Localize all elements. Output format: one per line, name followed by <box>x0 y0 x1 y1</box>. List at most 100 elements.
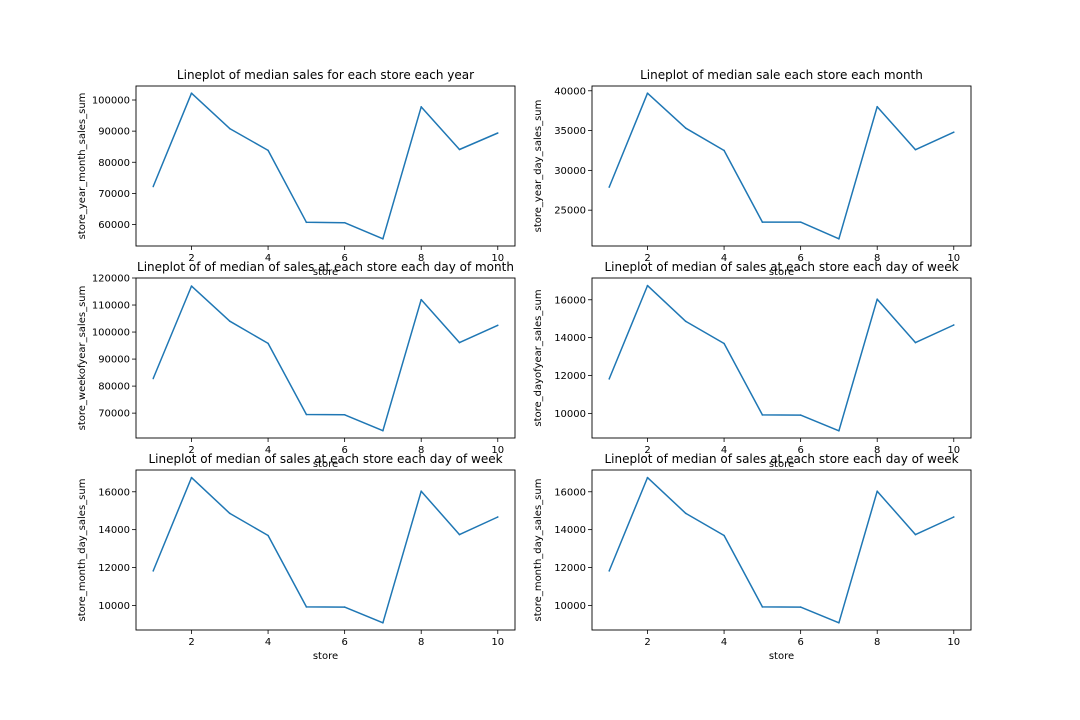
data-point <box>761 414 764 416</box>
x-tick-label: 6 <box>797 445 803 456</box>
y-tick-label: 100000 <box>92 328 130 339</box>
subplot-title: Lineplot of of median of sales at each s… <box>137 260 514 274</box>
axes-frame <box>591 85 972 247</box>
subplot-sales-per-day-of-week-c: 2 4 6 8 10 10000 12000 14000 16000 Lineplot of me… <box>533 452 972 662</box>
y-tick-label: 60000 <box>98 220 130 231</box>
data-point <box>496 324 499 327</box>
axes-frame <box>135 469 516 631</box>
subplot-sales-per-month: 2 4 6 8 10 25000 30000 35000 40000 Lineplot of me… <box>533 68 972 278</box>
x-tick-label: 8 <box>874 445 880 456</box>
data-point <box>343 221 346 224</box>
x-tick-label: 8 <box>418 637 424 648</box>
y-axis-label: store_dayofyear_sales_sum <box>533 289 544 426</box>
y-axis-label: store_month_day_sales_sum <box>533 479 544 622</box>
data-point <box>152 185 155 188</box>
data-point <box>646 92 649 94</box>
x-axis-label: store <box>769 459 794 470</box>
y-tick-label: 25000 <box>554 206 586 217</box>
data-point <box>876 298 879 301</box>
data-point <box>267 342 269 345</box>
data-point <box>458 148 461 151</box>
data-point <box>382 622 384 624</box>
x-tick-label: 2 <box>644 445 650 456</box>
series-line <box>152 285 499 432</box>
data-point <box>838 430 840 432</box>
data-point <box>684 512 687 515</box>
y-tick-label: 14000 <box>554 525 586 536</box>
data-point <box>458 533 461 536</box>
subplot-title: Lineplot of median sale each store each … <box>640 68 923 82</box>
x-tick-label: 4 <box>721 253 727 264</box>
x-tick-label: 4 <box>721 637 727 648</box>
data-point <box>267 534 269 537</box>
y-tick-label: 12000 <box>98 563 130 574</box>
data-point <box>228 320 231 323</box>
data-point <box>305 413 308 416</box>
data-point <box>608 570 611 572</box>
subplot-title: Lineplot of median sales for each store … <box>177 68 474 82</box>
x-axis-label: store <box>313 267 338 278</box>
y-tick-label: 120000 <box>92 274 130 285</box>
series-line <box>608 92 955 240</box>
data-point <box>914 148 917 151</box>
y-axis-label: store_year_day_sales_sum <box>533 100 544 233</box>
data-point <box>761 221 764 223</box>
y-tick-label: 30000 <box>554 166 586 177</box>
data-point <box>343 413 346 416</box>
data-point <box>228 512 231 515</box>
x-tick-label: 4 <box>265 253 271 264</box>
data-point <box>190 285 193 287</box>
data-point <box>952 131 955 133</box>
series-line <box>608 476 955 624</box>
data-point <box>952 324 955 326</box>
x-tick-label: 4 <box>721 445 727 456</box>
y-tick-label: 12000 <box>554 371 586 382</box>
x-axis-label: store <box>313 459 338 470</box>
y-tick-label: 80000 <box>98 382 130 393</box>
y-tick-label: 10000 <box>98 601 130 612</box>
x-tick-label: 6 <box>797 253 803 264</box>
x-tick-label: 2 <box>644 253 650 264</box>
data-point <box>646 476 649 479</box>
data-point <box>305 221 308 224</box>
y-tick-label: 100000 <box>92 96 130 107</box>
data-point <box>799 221 802 223</box>
y-tick-label: 110000 <box>92 301 130 312</box>
data-point <box>458 341 461 344</box>
data-point <box>152 377 155 380</box>
y-tick-label: 10000 <box>554 409 586 420</box>
data-point <box>876 490 879 493</box>
data-point <box>420 490 423 493</box>
data-point <box>496 132 499 134</box>
data-point <box>382 238 384 240</box>
data-point <box>761 606 764 608</box>
x-tick-label: 10 <box>947 253 960 264</box>
data-point <box>723 534 725 537</box>
subplot-title: Lineplot of median of sales at each stor… <box>604 452 958 466</box>
x-tick-label: 4 <box>265 445 271 456</box>
subplot-title: Lineplot of median of sales at each stor… <box>604 260 958 274</box>
axes-frame <box>591 277 972 439</box>
y-tick-label: 40000 <box>554 86 586 97</box>
x-tick-label: 8 <box>874 253 880 264</box>
data-point <box>876 105 879 108</box>
y-axis-label: store_month_day_sales_sum <box>77 479 88 622</box>
data-point <box>723 342 725 345</box>
x-tick-label: 6 <box>797 637 803 648</box>
series-line <box>152 92 499 240</box>
series-line <box>152 476 499 624</box>
data-point <box>420 106 423 108</box>
y-tick-label: 70000 <box>98 409 130 420</box>
x-tick-label: 6 <box>341 637 347 648</box>
y-tick-label: 16000 <box>554 487 586 498</box>
x-tick-label: 10 <box>947 445 960 456</box>
data-point <box>608 378 611 380</box>
data-point <box>838 238 840 240</box>
data-point <box>608 186 611 188</box>
x-tick-label: 8 <box>418 445 424 456</box>
subplot-sales-per-day-of-week-b: 2 4 6 8 10 10000 12000 14000 16000 Lineplot of me… <box>77 452 516 662</box>
x-tick-label: 2 <box>188 637 194 648</box>
subplot-sales-per-day-of-week-a: 2 4 6 8 10 10000 12000 14000 16000 Lineplot of me… <box>533 260 972 470</box>
y-axis-label: store_year_month_sales_sum <box>77 93 88 240</box>
